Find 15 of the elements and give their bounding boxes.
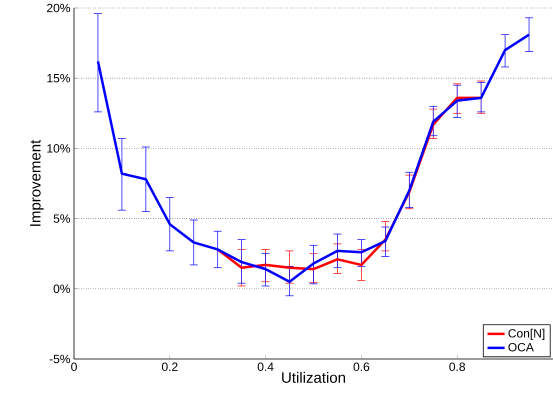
y-axis-title: Improvement xyxy=(30,140,44,226)
x-tick-label: 0.4 xyxy=(258,362,274,372)
y-tick-label: 10% xyxy=(47,144,70,153)
x-tick-label: 0.8 xyxy=(449,362,466,372)
legend-label: OCA xyxy=(508,342,534,352)
legend-label: Con[N] xyxy=(508,328,544,340)
y-tick-label: -5% xyxy=(50,354,70,364)
y-tick-label: 0% xyxy=(54,284,70,294)
x-tick-label: 0 xyxy=(71,362,77,372)
y-tick-label: 15% xyxy=(47,74,70,82)
y-tick-label: 5% xyxy=(54,214,70,223)
x-axis-title: Utilization xyxy=(282,372,346,383)
x-tick-label: 0.6 xyxy=(354,362,370,372)
x-tick-label: 0.2 xyxy=(162,362,178,372)
y-tick-label: 20% xyxy=(47,4,70,12)
